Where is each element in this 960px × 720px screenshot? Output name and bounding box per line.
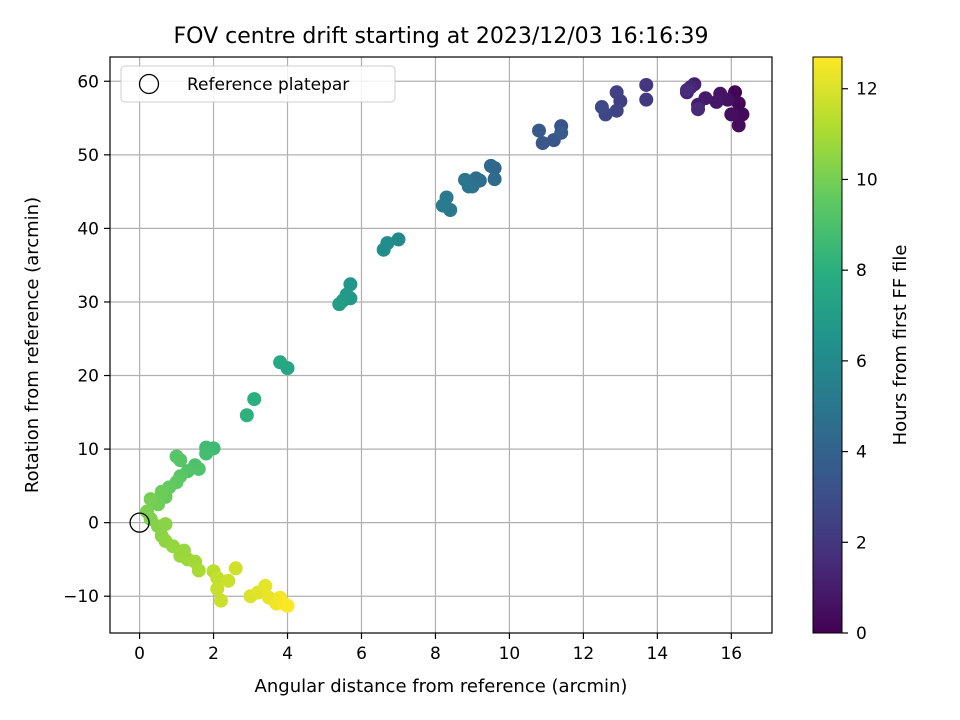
x-tick-label: 8 (430, 644, 441, 664)
legend-entry-reference-platepar: Reference platepar (187, 75, 349, 95)
colorbar-label: Hours from first FF file (890, 245, 911, 446)
x-axis-label: Angular distance from reference (arcmin) (255, 676, 628, 697)
data-point (487, 172, 502, 187)
data-point (221, 573, 236, 588)
data-point (691, 102, 706, 117)
y-tick-label: 60 (77, 72, 99, 92)
data-point (435, 198, 450, 213)
data-point (391, 232, 406, 247)
data-point (532, 123, 547, 138)
data-point (258, 578, 273, 593)
data-point (639, 92, 654, 107)
data-point (239, 408, 254, 423)
x-tick-label: 0 (134, 644, 145, 664)
data-point (210, 570, 225, 585)
y-axis-label: Rotation from reference (arcmin) (22, 197, 43, 493)
x-tick-label: 12 (573, 644, 595, 664)
legend-reference-marker (138, 73, 160, 95)
y-tick-label: 0 (88, 514, 99, 534)
data-point (458, 172, 473, 187)
data-point (535, 136, 550, 151)
data-point (709, 94, 724, 109)
reference-platepar-marker (129, 512, 150, 533)
grid-lines (110, 57, 772, 633)
colorbar-tick-label: 8 (856, 261, 867, 281)
legend-box (120, 65, 396, 103)
data-point (169, 449, 184, 464)
chart-title: FOV centre drift starting at 2023/12/03 … (174, 24, 709, 49)
data-point (483, 158, 498, 173)
data-point (609, 103, 624, 118)
data-point (199, 446, 214, 461)
data-point (280, 598, 295, 613)
data-point (191, 461, 206, 476)
data-point (213, 593, 228, 608)
data-point (158, 517, 173, 532)
y-tick-label: 10 (77, 440, 99, 460)
data-point (609, 85, 624, 100)
data-point (247, 392, 262, 407)
data-point (143, 492, 158, 507)
y-tick-label: 50 (77, 146, 99, 166)
colorbar-tick-label: 10 (856, 170, 878, 190)
colorbar-tick-label: 6 (856, 352, 867, 372)
data-point (554, 125, 569, 140)
data-point (731, 118, 746, 133)
data-point (735, 107, 750, 122)
data-point (210, 581, 225, 596)
data-point (191, 563, 206, 578)
data-point (376, 242, 391, 257)
data-point (165, 539, 180, 554)
y-tick-label: 30 (77, 293, 99, 313)
x-tick-label: 16 (720, 644, 742, 664)
colorbar-tick-label: 0 (856, 624, 867, 644)
legend: Reference platepar (120, 65, 396, 103)
y-tick-label: −10 (63, 587, 99, 607)
x-tick-label: 14 (647, 644, 669, 664)
x-tick-label: 2 (208, 644, 219, 664)
colorbar-ticks: 0 2 4 6 8 10 12 (842, 80, 878, 644)
data-points (139, 77, 750, 613)
data-point (154, 484, 169, 499)
x-tick-label: 4 (282, 644, 293, 664)
data-point (724, 107, 739, 122)
data-point (273, 355, 288, 370)
data-point (731, 96, 746, 111)
colorbar: 0 2 4 6 8 10 12 Hours from first FF file (812, 56, 911, 644)
y-axis-ticks: −10 0 10 20 30 40 50 60 (63, 72, 110, 607)
x-tick-label: 10 (499, 644, 521, 664)
reference-marker-group (129, 512, 150, 533)
data-point (679, 83, 694, 98)
plot-frame (109, 56, 773, 634)
colorbar-tick-label: 12 (856, 80, 878, 100)
y-tick-label: 20 (77, 367, 99, 387)
data-point (594, 100, 609, 115)
colorbar-tick-label: 4 (856, 443, 867, 463)
data-point (228, 561, 243, 576)
data-point (332, 297, 347, 312)
x-tick-label: 6 (356, 644, 367, 664)
colorbar-gradient (812, 56, 843, 634)
x-axis-ticks: 0 2 4 6 8 10 12 14 16 (134, 633, 742, 664)
data-point (639, 77, 654, 92)
colorbar-tick-label: 2 (856, 533, 867, 553)
y-tick-label: 40 (77, 219, 99, 239)
